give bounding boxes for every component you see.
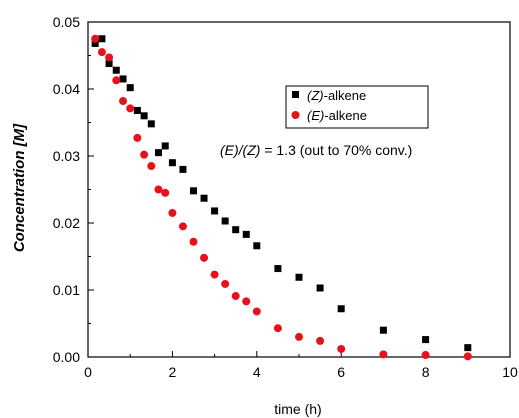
z-alkene-point — [126, 84, 134, 92]
x-tick-label: 8 — [422, 364, 430, 380]
z-alkene-point — [221, 217, 229, 225]
legend-label-z: (Z)-alkene — [307, 88, 366, 103]
x-tick-label: 2 — [169, 364, 177, 380]
z-alkene-point — [190, 187, 197, 195]
z-alkene-point — [105, 60, 113, 68]
plot-border — [87, 21, 511, 358]
z-alkene-point — [232, 226, 240, 234]
e-alkene-point — [178, 222, 187, 231]
legend-label-e: (E)-alkene — [307, 108, 367, 123]
e-alkene-point — [126, 104, 135, 113]
e-alkene-point — [140, 150, 149, 159]
axis-tick-labels: 0 2 4 6 8 10 0.00 0.01 0.02 0.03 0.04 0.05 — [53, 14, 518, 380]
z-alkene-point — [295, 273, 303, 281]
e-alkene-point — [133, 133, 142, 142]
legend-marker-e — [291, 111, 300, 119]
e-alkene-point — [463, 352, 472, 361]
x-tick-label: 0 — [84, 364, 92, 380]
z-alkene-point — [147, 120, 155, 128]
z-alkene-point — [316, 284, 324, 292]
z-alkene-point — [140, 112, 148, 120]
e-alkene-point — [147, 162, 156, 171]
e-alkene-point — [337, 344, 346, 353]
y-tick-label: 0.03 — [53, 148, 80, 164]
e-alkene-point — [105, 53, 114, 62]
legend-marker-z — [292, 91, 299, 98]
y-tick-label: 0.02 — [53, 215, 80, 231]
data-points — [91, 34, 472, 361]
e-alkene-point — [421, 350, 430, 359]
z-alkene-point — [242, 230, 250, 238]
e-alkene-point — [112, 76, 121, 85]
z-alkene-point — [112, 66, 120, 74]
z-alkene-point — [379, 326, 387, 334]
z-alkene-point — [161, 142, 169, 150]
z-alkene-point — [253, 242, 261, 250]
e-alkene-point — [210, 270, 219, 279]
z-alkene-point — [211, 207, 219, 215]
e-alkene-point — [231, 292, 240, 301]
z-alkene-point — [119, 75, 127, 83]
e-alkene-point — [168, 208, 177, 217]
e-alkene-point — [91, 34, 100, 43]
y-tick-label: 0.00 — [53, 349, 80, 365]
x-tick-label: 4 — [253, 364, 261, 380]
e-alkene-point — [316, 336, 325, 345]
z-alkene-point — [200, 194, 208, 202]
x-tick-label: 6 — [337, 364, 345, 380]
e-alkene-point — [252, 307, 261, 316]
e-alkene-point — [379, 350, 388, 359]
e-alkene-point — [154, 185, 163, 194]
e-alkene-point — [97, 48, 106, 57]
legend: (Z)-alkene (E)-alkene — [285, 85, 429, 129]
y-tick-label: 0.05 — [53, 14, 80, 30]
e-alkene-point — [295, 332, 303, 341]
e-alkene-point — [189, 237, 198, 246]
z-alkene-point — [91, 39, 99, 47]
x-axis-title: time (h) — [274, 401, 321, 417]
ratio-annotation: (E)/(Z) = 1.3 (out to 70% conv.) — [220, 142, 412, 158]
z-alkene-point — [154, 149, 162, 157]
y-tick-label: 0.04 — [53, 81, 80, 97]
z-alkene-point — [168, 159, 176, 167]
axis-ticks — [87, 21, 511, 358]
z-alkene-point — [133, 106, 141, 114]
z-alkene-point — [274, 265, 282, 273]
z-alkene-point — [179, 165, 187, 173]
x-tick-label: 10 — [502, 364, 518, 380]
z-alkene-point — [337, 305, 345, 313]
e-alkene-point — [119, 97, 128, 106]
y-axis-title: Concentration [M] — [11, 123, 28, 252]
e-alkene-point — [273, 324, 282, 333]
e-alkene-point — [161, 188, 170, 197]
e-alkene-point — [200, 253, 209, 262]
z-alkene-point — [422, 336, 430, 344]
z-alkene-point — [464, 344, 472, 352]
y-tick-label: 0.01 — [53, 282, 80, 298]
z-alkene-point — [98, 35, 106, 43]
e-alkene-point — [221, 279, 230, 288]
plot-frame — [87, 21, 511, 358]
e-alkene-point — [242, 297, 251, 306]
